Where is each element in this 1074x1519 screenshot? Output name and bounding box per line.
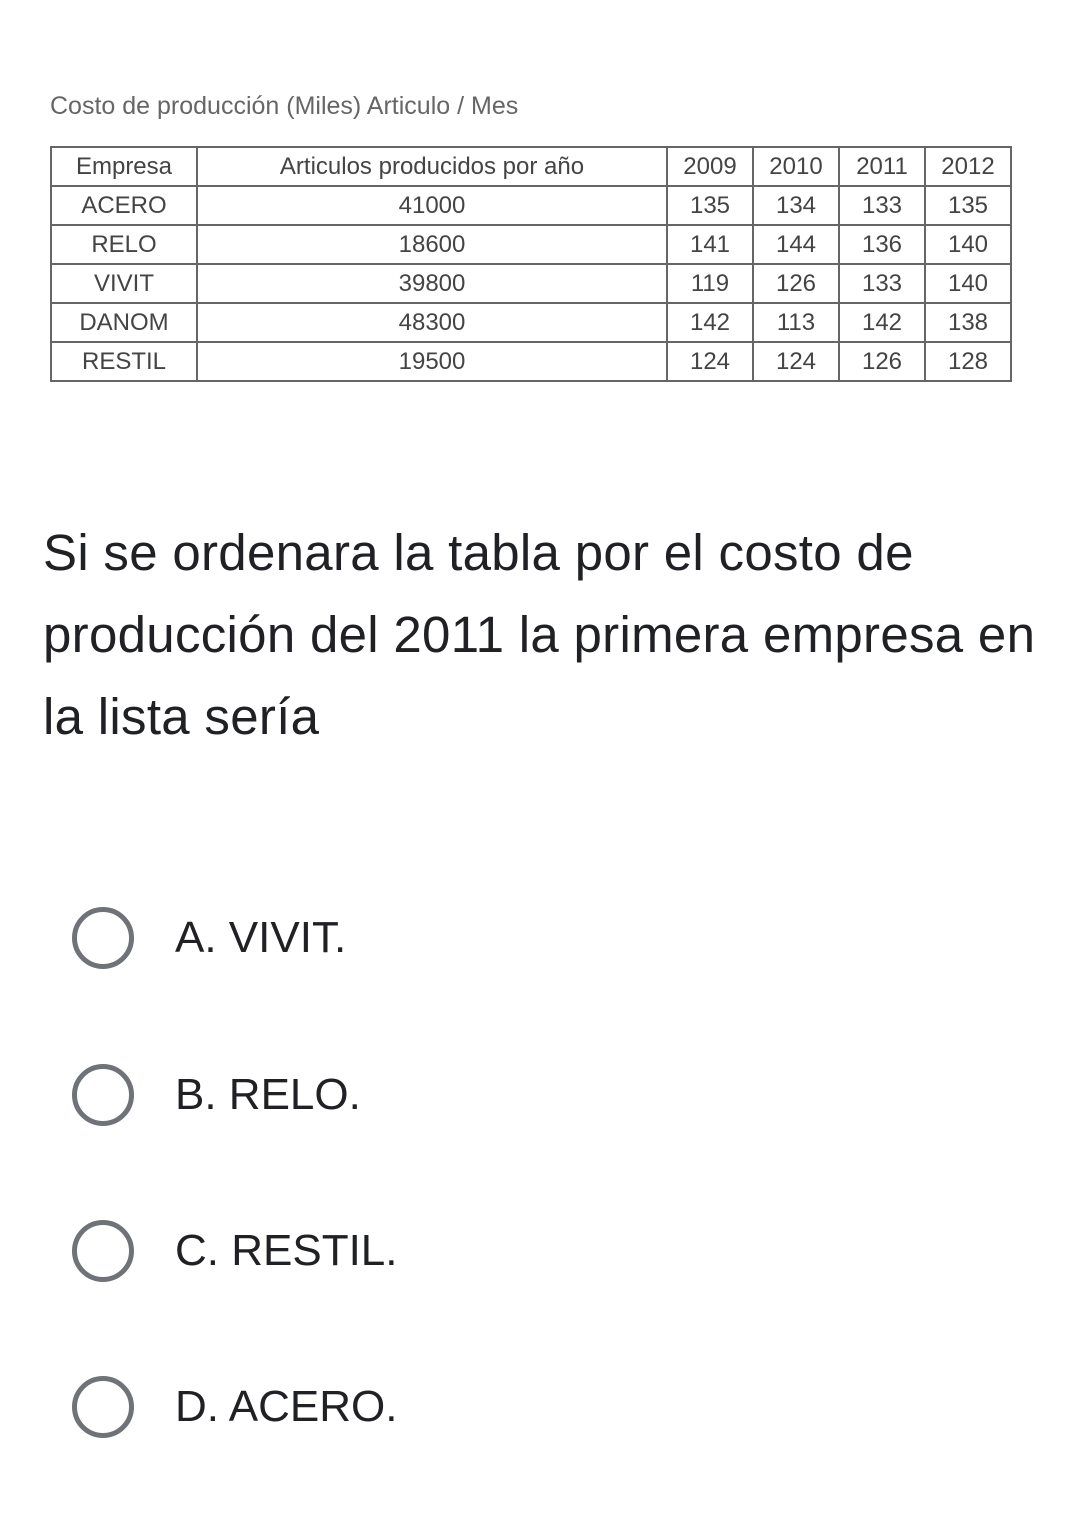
cell-2010: 134 xyxy=(752,185,840,226)
cell-2010: 126 xyxy=(752,263,840,304)
cell-articulos: 41000 xyxy=(196,185,668,226)
table-row: RESTIL 19500 124 124 126 128 xyxy=(50,341,1012,382)
cell-2011: 133 xyxy=(838,263,926,304)
header-articulos: Articulos producidos por año xyxy=(196,146,668,187)
cell-2010: 144 xyxy=(752,224,840,265)
header-2012: 2012 xyxy=(924,146,1012,187)
cell-articulos: 18600 xyxy=(196,224,668,265)
option-a[interactable]: A. VIVIT. xyxy=(72,907,346,969)
radio-circle-icon[interactable] xyxy=(72,907,134,969)
cell-2009: 124 xyxy=(666,341,754,382)
production-cost-table: Empresa Articulos producidos por año 200… xyxy=(50,146,1012,382)
cell-2010: 124 xyxy=(752,341,840,382)
radio-circle-icon[interactable] xyxy=(72,1064,134,1126)
table-header-row: Empresa Articulos producidos por año 200… xyxy=(50,146,1012,187)
cell-2010: 113 xyxy=(752,302,840,343)
cell-2011: 133 xyxy=(838,185,926,226)
cell-2011: 136 xyxy=(838,224,926,265)
cell-2011: 126 xyxy=(838,341,926,382)
radio-circle-icon[interactable] xyxy=(72,1220,134,1282)
cell-2009: 142 xyxy=(666,302,754,343)
cell-2012: 140 xyxy=(924,263,1012,304)
cell-2012: 128 xyxy=(924,341,1012,382)
header-2011: 2011 xyxy=(838,146,926,187)
header-2009: 2009 xyxy=(666,146,754,187)
cell-articulos: 48300 xyxy=(196,302,668,343)
option-b[interactable]: B. RELO. xyxy=(72,1064,361,1126)
option-label: B. RELO. xyxy=(175,1070,361,1119)
option-label: A. VIVIT. xyxy=(175,913,347,962)
option-label: D. ACERO. xyxy=(175,1382,398,1431)
cell-2009: 135 xyxy=(666,185,754,226)
cell-2012: 135 xyxy=(924,185,1012,226)
table-row: DANOM 48300 142 113 142 138 xyxy=(50,302,1012,343)
header-empresa: Empresa xyxy=(50,146,198,187)
radio-circle-icon[interactable] xyxy=(72,1376,134,1438)
header-2010: 2010 xyxy=(752,146,840,187)
cell-2011: 142 xyxy=(838,302,926,343)
table-caption: Costo de producción (Miles) Articulo / M… xyxy=(50,92,519,120)
cell-articulos: 39800 xyxy=(196,263,668,304)
option-label: C. RESTIL. xyxy=(175,1226,398,1275)
cell-empresa: DANOM xyxy=(50,302,198,343)
question-text: Si se ordenara la tabla por el costo de … xyxy=(43,524,1036,745)
cell-empresa: VIVIT xyxy=(50,263,198,304)
option-d[interactable]: D. ACERO. xyxy=(72,1376,398,1438)
table-row: ACERO 41000 135 134 133 135 xyxy=(50,185,1012,226)
cell-2009: 119 xyxy=(666,263,754,304)
cell-empresa: ACERO xyxy=(50,185,198,226)
table-row: RELO 18600 141 144 136 140 xyxy=(50,224,1012,265)
table-row: VIVIT 39800 119 126 133 140 xyxy=(50,263,1012,304)
cell-2009: 141 xyxy=(666,224,754,265)
cell-2012: 140 xyxy=(924,224,1012,265)
cell-empresa: RESTIL xyxy=(50,341,198,382)
option-c[interactable]: C. RESTIL. xyxy=(72,1220,398,1282)
cell-articulos: 19500 xyxy=(196,341,668,382)
cell-2012: 138 xyxy=(924,302,1012,343)
cell-empresa: RELO xyxy=(50,224,198,265)
